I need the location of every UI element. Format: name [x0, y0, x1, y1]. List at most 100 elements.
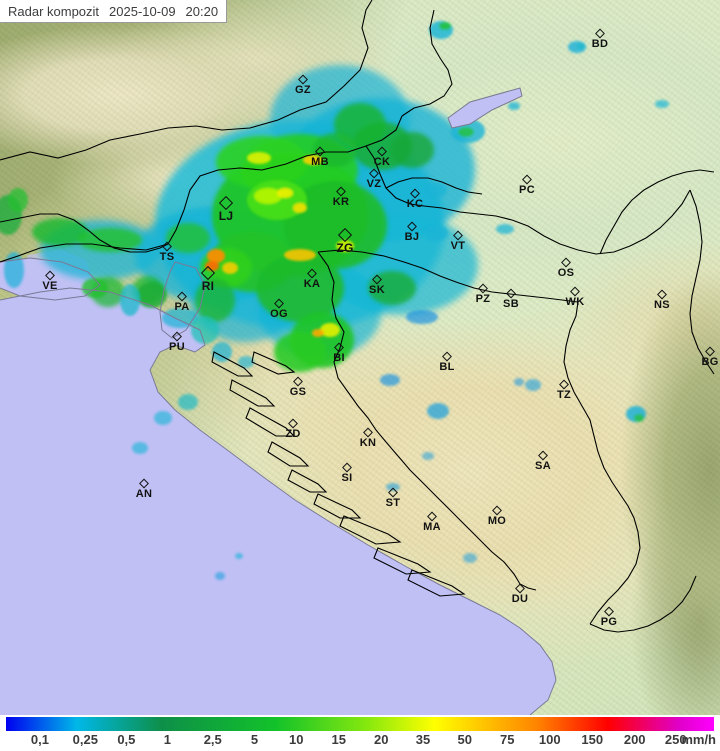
city-label: GZ — [295, 84, 311, 96]
colorbar-tick-5: 5 — [250, 732, 259, 747]
diamond-icon — [336, 186, 346, 197]
city-label: OG — [270, 308, 288, 320]
diamond-icon — [334, 342, 344, 353]
colorbar-tick-labels: mm/h 0,1 0,25 0,5 1 2,5 5 10 15 20 35 50 75 100 150 20… — [0, 732, 720, 751]
diamond-icon — [177, 291, 187, 302]
city-label: LJ — [218, 209, 234, 223]
city-label: KR — [332, 196, 350, 208]
city-label: PG — [600, 616, 618, 628]
city-label: WK — [565, 296, 585, 308]
colorbar-tick-15: 250 — [664, 732, 687, 747]
diamond-icon — [604, 606, 614, 617]
diamond-icon — [298, 74, 308, 85]
city-label: MB — [311, 156, 329, 168]
city-label: BG — [701, 356, 719, 368]
city-label: BD — [591, 38, 609, 50]
city-label: DU — [511, 593, 529, 605]
diamond-icon — [410, 188, 420, 199]
colorbar-tick-1: 0,25 — [72, 732, 98, 747]
city-label: TS — [159, 251, 175, 263]
diamond-icon — [561, 257, 571, 268]
city-label: GS — [289, 386, 307, 398]
intensity-colorbar: mm/h 0,1 0,25 0,5 1 2,5 5 10 15 20 35 50 75 100 150 20… — [0, 715, 720, 751]
city-label: MA — [423, 521, 441, 533]
city-label: ZD — [285, 428, 301, 440]
colorbar-tick-14: 200 — [623, 732, 646, 747]
colorbar-unit-label: mm/h — [681, 732, 716, 747]
diamond-icon — [559, 379, 569, 390]
diamond-icon — [293, 376, 303, 387]
diamond-icon — [363, 427, 373, 438]
colorbar-tick-11: 75 — [500, 732, 515, 747]
diamond-icon — [506, 288, 516, 299]
city-label: PU — [169, 341, 185, 353]
city-label: NS — [654, 299, 670, 311]
city-label: OS — [557, 267, 575, 279]
colorbar-tick-6: 10 — [289, 732, 304, 747]
city-label: VE — [42, 280, 58, 292]
city-label: SK — [369, 284, 385, 296]
diamond-icon — [570, 286, 580, 297]
diamond-icon — [492, 505, 502, 516]
diamond-icon — [522, 174, 532, 185]
city-label: PZ — [475, 293, 491, 305]
colorbar-tick-10: 50 — [457, 732, 473, 747]
observation-time: 20:20 — [185, 3, 219, 19]
city-label: BL — [439, 361, 455, 373]
city-label: ZG — [336, 241, 354, 255]
colorbar-tick-7: 15 — [331, 732, 346, 747]
diamond-icon — [342, 462, 352, 473]
diamond-icon — [315, 146, 325, 157]
diamond-icon — [407, 221, 417, 232]
city-label: CK — [373, 156, 391, 168]
city-label: BI — [333, 352, 345, 364]
diamond-icon — [538, 450, 548, 461]
title-bar: Radar kompozit 2025-10-09 20:20 — [0, 0, 228, 23]
city-label: AN — [135, 488, 153, 500]
diamond-icon — [45, 270, 55, 281]
city-label: KC — [406, 198, 424, 210]
city-label: TZ — [556, 389, 572, 401]
diamond-icon — [139, 478, 149, 489]
colorbar-tick-9: 35 — [415, 732, 431, 747]
diamond-icon — [274, 298, 284, 309]
city-label: SI — [341, 472, 353, 484]
city-marker-layer: GZ BD MB CK VZ KR KC PC LJ ZG BJ VT TS OS VE RI KA SK PZ SB… — [42, 28, 719, 628]
colorbar-tick-2: 0,5 — [117, 732, 136, 747]
diamond-icon — [442, 351, 452, 362]
city-label: BJ — [404, 231, 420, 243]
diamond-icon — [377, 146, 387, 157]
diamond-icon — [307, 268, 317, 279]
diamond-icon — [162, 241, 172, 252]
diamond-icon — [372, 274, 382, 285]
diamond-icon — [172, 331, 182, 342]
city-label: KA — [303, 278, 321, 290]
city-label: ST — [385, 497, 401, 509]
city-label: PA — [174, 301, 190, 313]
observation-date: 2025-10-09 — [109, 3, 176, 19]
colorbar-tick-13: 150 — [581, 732, 604, 747]
colorbar-gradient — [6, 717, 714, 731]
diamond-icon — [478, 283, 488, 294]
city-label: SA — [535, 460, 551, 472]
colorbar-tick-0: 0,1 — [30, 732, 50, 747]
diamond-icon — [515, 583, 525, 594]
diamond-icon — [595, 28, 605, 39]
city-label: KN — [359, 437, 377, 449]
city-label: VZ — [366, 178, 382, 190]
diamond-icon — [218, 195, 234, 211]
city-label: MO — [487, 515, 507, 527]
diamond-icon — [427, 511, 437, 522]
city-label: SB — [503, 298, 519, 310]
colorbar-tick-3: 1 — [163, 732, 172, 747]
colorbar-tick-12: 100 — [538, 732, 561, 747]
radar-map[interactable]: GZ BD MB CK VZ KR KC PC LJ ZG BJ VT TS OS VE RI KA SK PZ SB… — [0, 0, 720, 715]
city-label: VT — [450, 240, 466, 252]
product-title: Radar kompozit — [8, 3, 100, 19]
city-label: RI — [201, 279, 215, 293]
diamond-icon — [388, 487, 398, 498]
diamond-icon — [369, 168, 379, 179]
diamond-icon — [453, 230, 463, 241]
colorbar-tick-8: 20 — [374, 732, 389, 747]
